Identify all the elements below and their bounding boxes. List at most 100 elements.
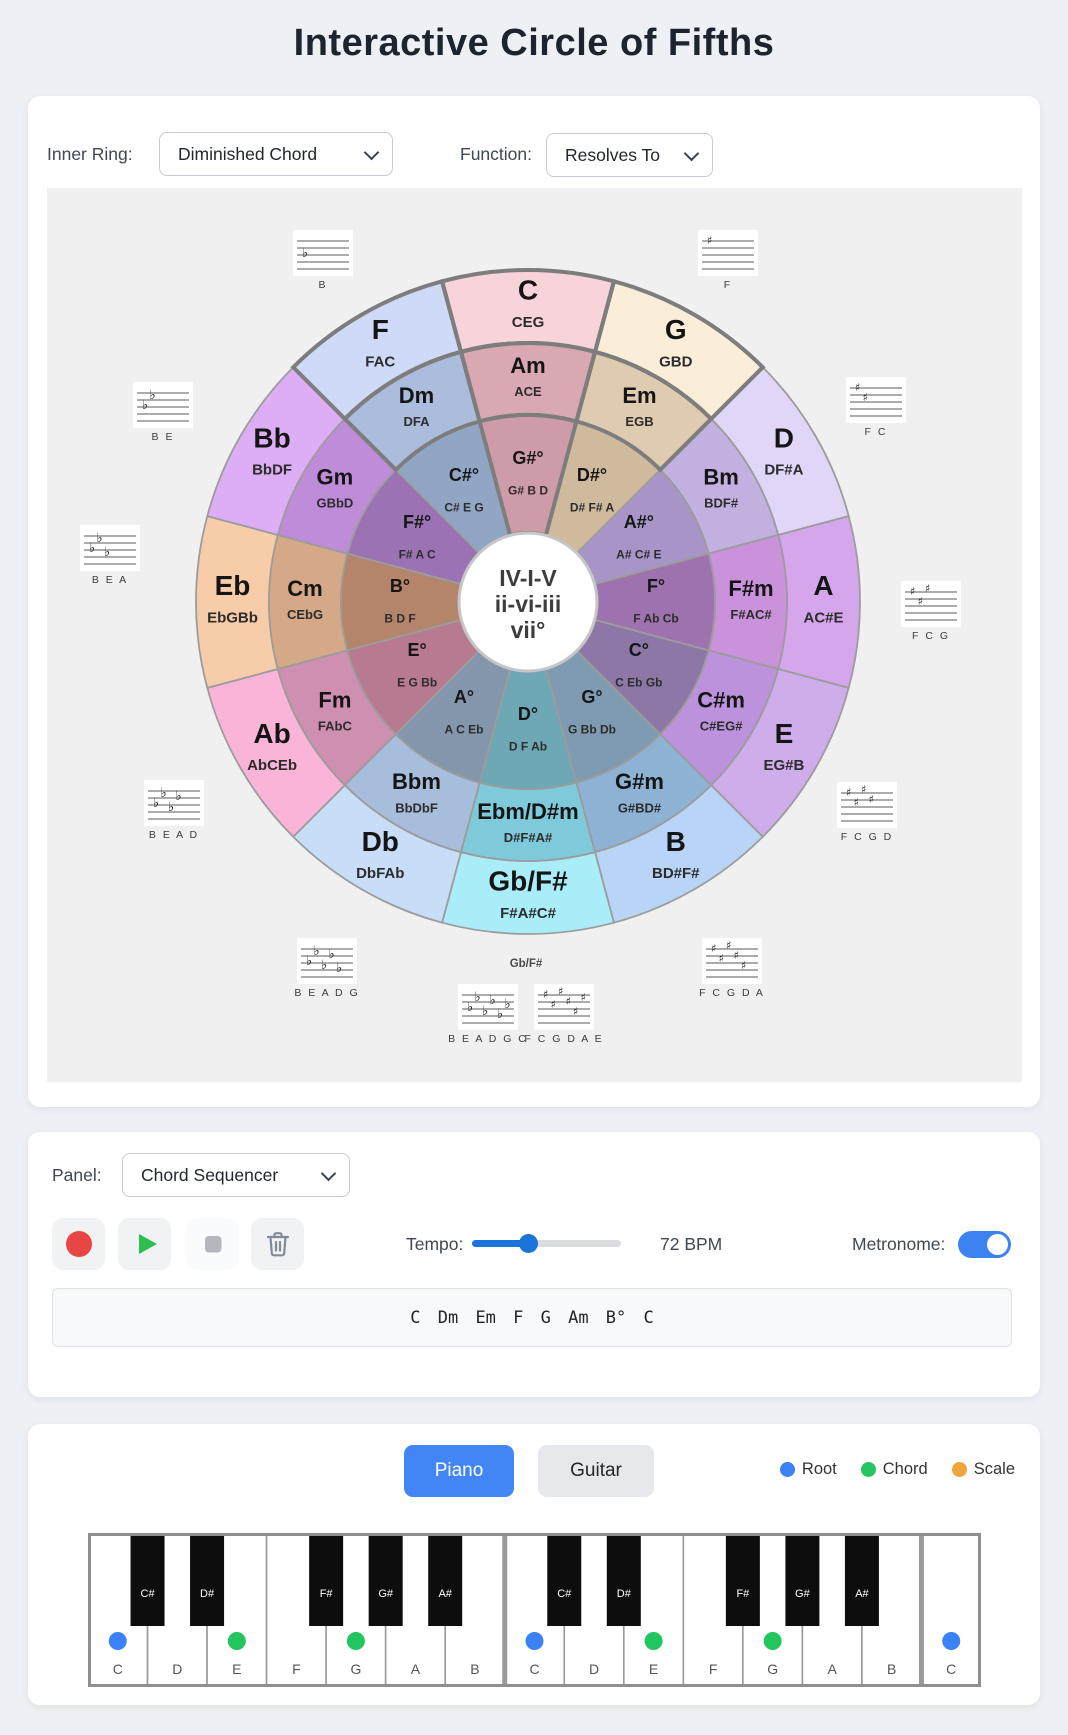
function-label: Function: [460,144,532,164]
legend-label: Chord [882,1460,928,1478]
tempo-slider-track[interactable] [472,1240,621,1247]
key-signature-staff-BEADGC: ♭ ♭ ♭ ♭ ♭ ♭ [458,984,518,1030]
chord-notes: FAC [365,353,395,370]
black-key-G#-3[interactable] [368,1535,403,1626]
svg-text:♯: ♯ [918,595,923,608]
chord-notes: G# B D [508,484,548,498]
tempo-slider[interactable] [472,1234,621,1254]
svg-text:♭: ♭ [482,1004,488,1019]
clear-button[interactable] [251,1218,304,1270]
black-key-F#-7[interactable] [725,1535,760,1626]
legend: Root Chord Scale [779,1460,1015,1479]
inner-ring-label: Inner Ring: [47,144,133,164]
svg-text:♯: ♯ [726,939,731,952]
root-note-dot [525,1632,544,1650]
inner-ring-select[interactable]: Diminished Chord [159,132,393,176]
black-key-D#-6[interactable] [606,1535,641,1626]
chord-name: Am [510,353,545,378]
black-key-A#-4[interactable] [428,1535,463,1626]
wedge-Eb[interactable] [195,514,279,690]
function-value: Resolves To [565,144,661,165]
svg-text:♯: ♯ [854,796,859,809]
metronome-toggle[interactable] [958,1231,1011,1258]
chord-notes: DFA [404,414,431,429]
chord-name: A° [454,687,474,707]
key-signature-staff-BEAD: ♭ ♭ ♭ ♭ [144,780,204,826]
wedge-highlight-Dm [342,349,483,473]
root-note-dot [108,1632,127,1650]
center-circle [457,531,599,673]
wedge-Cm[interactable] [268,533,349,671]
chord-notes: DbFAb [356,865,404,882]
black-key-G#-8[interactable] [785,1535,820,1626]
svg-text:♭: ♭ [150,388,156,403]
svg-text:♭: ♭ [336,961,342,976]
svg-text:♭: ♭ [302,246,308,261]
key-signature-staff-F: ♯ [698,230,758,276]
record-button[interactable] [52,1218,105,1270]
chord-notes: D# F# A [570,501,615,515]
white-key-label: C [946,1661,956,1677]
chord-notes: EGB [625,414,653,429]
chord-name: G#m [615,769,664,794]
black-key-C#-5[interactable] [547,1535,582,1626]
panel-select[interactable]: Chord Sequencer [122,1153,350,1197]
circle-card: Inner Ring: Diminished Chord Function: R… [28,96,1040,1107]
chord-notes: ACE [514,384,542,399]
black-key-label: G# [378,1588,394,1600]
chord-name: F#° [403,512,431,532]
chord-name: F#m [728,576,773,601]
chord-name: Bbm [392,769,441,794]
wedge-F#m[interactable] [707,533,788,671]
scale-dot-icon [951,1462,967,1477]
key-signature-label: F C [864,426,888,438]
chord-name: D° [518,704,538,724]
black-key-label: G# [795,1588,811,1600]
chord-notes: A C Eb [445,722,484,736]
wedge-A[interactable] [777,514,861,690]
key-signature-staff-BEADG: ♭ ♭ ♭ ♭ ♭ [297,938,357,984]
chord-sequence-text: C Dm Em F G Am B° C [410,1307,654,1328]
tempo-label: Tempo: [406,1234,464,1254]
white-key-C-14[interactable] [920,1533,981,1687]
black-key-A#-9[interactable] [844,1535,879,1626]
chord-name: C [518,275,538,306]
panel-value: Chord Sequencer [141,1164,279,1185]
black-key-C#-0[interactable] [130,1535,165,1626]
legend-label: Scale [973,1460,1015,1478]
play-button[interactable] [118,1218,171,1270]
svg-text:♯: ♯ [543,988,548,1001]
function-select[interactable]: Resolves To [546,133,713,177]
key-signature-label: F [723,279,733,291]
chord-notes: DF#A [764,462,803,479]
svg-text:♯: ♯ [861,783,866,796]
key-signature-staff-FCGD: ♯ ♯ ♯ ♯ [837,782,897,828]
chord-notes: BD#F# [652,865,700,882]
tempo-slider-fill [472,1240,529,1247]
svg-text:♭: ♭ [475,990,481,1005]
stop-button[interactable] [186,1218,239,1270]
svg-text:♭: ♭ [505,997,511,1012]
svg-text:♭: ♭ [153,796,159,811]
tab-guitar[interactable]: Guitar [538,1445,654,1497]
tempo-slider-thumb[interactable] [519,1234,539,1253]
center-text-line: IV-I-V [499,565,557,591]
black-key-F#-2[interactable] [309,1535,344,1626]
chord-notes: C# E G [444,501,483,515]
chord-name: D [774,422,794,453]
tab-piano[interactable]: Piano [404,1445,514,1497]
trash-icon [266,1232,289,1257]
chord-notes: F#A#C# [500,905,557,922]
key-signature-label: F C G D A [699,987,765,999]
sequencer-card: Panel: Chord Sequencer [28,1132,1040,1397]
svg-text:♯: ♯ [711,942,716,955]
chord-name: B [666,826,686,857]
black-key-D#-1[interactable] [190,1535,225,1626]
chord-notes: BbDbF [395,800,438,815]
white-key-label: C [113,1661,123,1677]
chevron-down-icon [363,144,380,161]
white-key-label: F [292,1661,301,1677]
metronome-label: Metronome: [852,1234,946,1254]
black-key-label: A# [855,1588,869,1600]
chord-name: Ebm/D#m [477,799,578,824]
